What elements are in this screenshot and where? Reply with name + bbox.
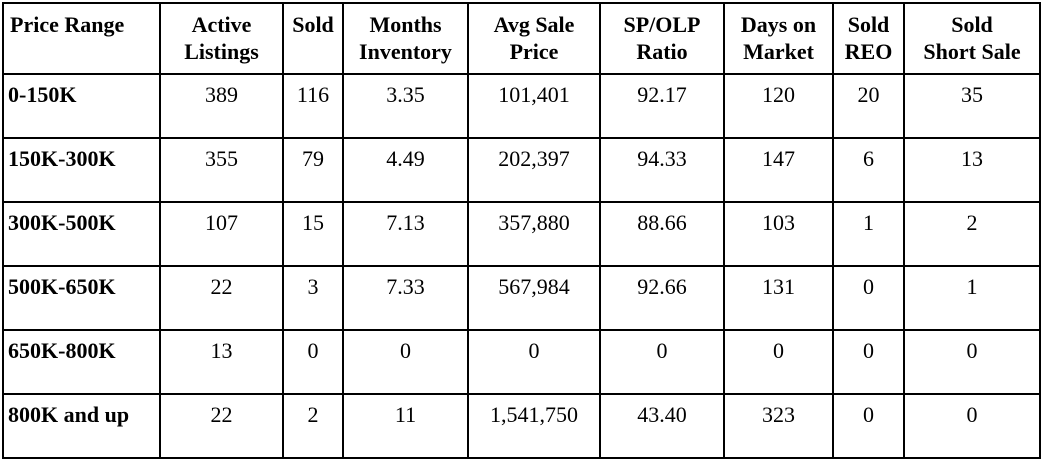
header-months-inventory-line-2: Inventory (359, 39, 452, 64)
header-sold: Sold (282, 2, 344, 75)
sp-olp-ratio-cell: 43.40 (599, 393, 725, 459)
header-price-range-line-1: Price Range (10, 12, 125, 37)
avg-sale-price-cell: 0 (467, 329, 601, 395)
header-sold-line-1: Sold (292, 12, 334, 37)
sold-reo-cell: 1 (832, 201, 905, 267)
months-inventory-cell: 4.49 (342, 137, 469, 203)
price-range-cell: 150K-300K (2, 137, 161, 203)
active-listings-cell: 355 (159, 137, 284, 203)
table-row: 800K and up 22 2 11 1,541,750 43.40 323 … (2, 393, 1041, 459)
sp-olp-ratio-cell: 88.66 (599, 201, 725, 267)
active-listings-cell: 389 (159, 73, 284, 139)
table-row: 150K-300K 355 79 4.49 202,397 94.33 147 … (2, 137, 1041, 203)
months-inventory-cell: 7.33 (342, 265, 469, 331)
sold-cell: 79 (282, 137, 344, 203)
sold-cell: 116 (282, 73, 344, 139)
sold-cell: 3 (282, 265, 344, 331)
avg-sale-price-cell: 567,984 (467, 265, 601, 331)
sold-reo-cell: 0 (832, 393, 905, 459)
days-on-market-cell: 147 (723, 137, 834, 203)
sold-short-sale-cell: 35 (903, 73, 1041, 139)
table-row: 0-150K 389 116 3.35 101,401 92.17 120 20… (2, 73, 1041, 139)
header-active-listings: Active Listings (159, 2, 284, 75)
header-months-inventory: Months Inventory (342, 2, 469, 75)
header-sp-olp-ratio: SP/OLP Ratio (599, 2, 725, 75)
months-inventory-cell: 7.13 (342, 201, 469, 267)
price-range-cell: 650K-800K (2, 329, 161, 395)
sp-olp-ratio-cell: 92.17 (599, 73, 725, 139)
price-range-cell: 500K-650K (2, 265, 161, 331)
sold-short-sale-cell: 2 (903, 201, 1041, 267)
active-listings-cell: 13 (159, 329, 284, 395)
header-sold-reo-line-2: REO (844, 39, 893, 64)
price-range-cell: 800K and up (2, 393, 161, 459)
price-range-cell: 0-150K (2, 73, 161, 139)
header-sold-short-sale: Sold Short Sale (903, 2, 1041, 75)
days-on-market-cell: 0 (723, 329, 834, 395)
sold-reo-cell: 6 (832, 137, 905, 203)
header-days-on-market-line-1: Days on (740, 12, 817, 37)
sold-short-sale-cell: 1 (903, 265, 1041, 331)
days-on-market-cell: 323 (723, 393, 834, 459)
months-inventory-cell: 0 (342, 329, 469, 395)
header-sold-reo-line-1: Sold (847, 12, 890, 37)
active-listings-cell: 107 (159, 201, 284, 267)
days-on-market-cell: 131 (723, 265, 834, 331)
header-days-on-market-line-2: Market (743, 39, 814, 64)
days-on-market-cell: 120 (723, 73, 834, 139)
price-range-cell: 300K-500K (2, 201, 161, 267)
header-active-listings-line-2: Listings (184, 39, 259, 64)
table-row: 650K-800K 13 0 0 0 0 0 0 0 (2, 329, 1041, 395)
months-inventory-cell: 3.35 (342, 73, 469, 139)
sold-short-sale-cell: 13 (903, 137, 1041, 203)
avg-sale-price-cell: 357,880 (467, 201, 601, 267)
sp-olp-ratio-cell: 92.66 (599, 265, 725, 331)
days-on-market-cell: 103 (723, 201, 834, 267)
header-sold-reo: Sold REO (832, 2, 905, 75)
months-inventory-cell: 11 (342, 393, 469, 459)
active-listings-cell: 22 (159, 265, 284, 331)
sold-short-sale-cell: 0 (903, 393, 1041, 459)
header-sold-short-sale-line-2: Short Sale (923, 39, 1021, 64)
header-sp-olp-ratio-line-1: SP/OLP (623, 12, 701, 37)
header-avg-sale-price: Avg Sale Price (467, 2, 601, 75)
sp-olp-ratio-cell: 94.33 (599, 137, 725, 203)
table-row: 300K-500K 107 15 7.13 357,880 88.66 103 … (2, 201, 1041, 267)
sold-cell: 15 (282, 201, 344, 267)
header-months-inventory-line-1: Months (369, 12, 442, 37)
header-sold-short-sale-line-1: Sold (951, 12, 993, 37)
sold-reo-cell: 0 (832, 265, 905, 331)
avg-sale-price-cell: 1,541,750 (467, 393, 601, 459)
header-avg-sale-price-line-2: Price (509, 39, 559, 64)
sold-reo-cell: 0 (832, 329, 905, 395)
sp-olp-ratio-cell: 0 (599, 329, 725, 395)
header-row: Price Range Active Listings Sold Months … (2, 2, 1041, 75)
avg-sale-price-cell: 101,401 (467, 73, 601, 139)
active-listings-cell: 22 (159, 393, 284, 459)
avg-sale-price-cell: 202,397 (467, 137, 601, 203)
header-days-on-market: Days on Market (723, 2, 834, 75)
header-sp-olp-ratio-line-2: Ratio (636, 39, 688, 64)
table-row: 500K-650K 22 3 7.33 567,984 92.66 131 0 … (2, 265, 1041, 331)
sold-cell: 2 (282, 393, 344, 459)
sold-reo-cell: 20 (832, 73, 905, 139)
sold-short-sale-cell: 0 (903, 329, 1041, 395)
header-avg-sale-price-line-1: Avg Sale (493, 12, 575, 37)
header-active-listings-line-1: Active (191, 12, 252, 37)
header-price-range: Price Range (2, 2, 161, 75)
sold-cell: 0 (282, 329, 344, 395)
